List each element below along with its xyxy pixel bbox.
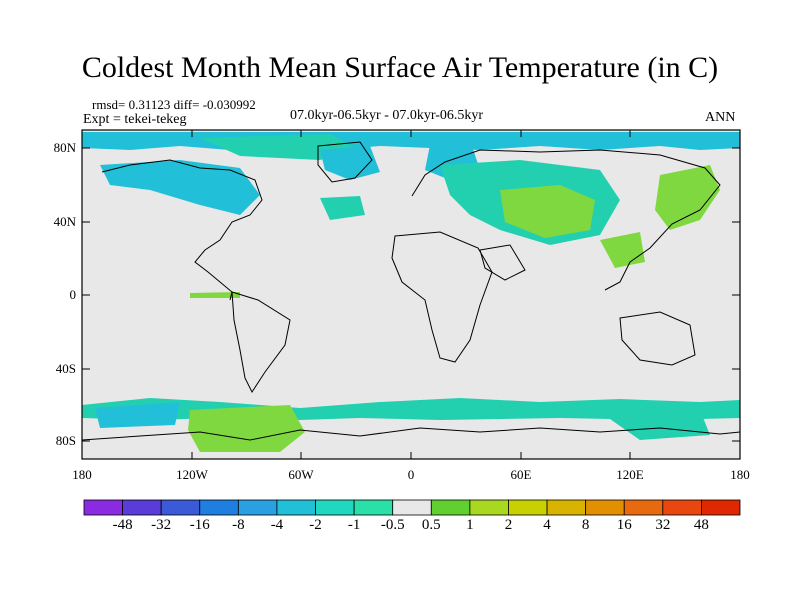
australia-coast <box>619 311 696 366</box>
lon-label-60w: 60W <box>288 467 314 482</box>
lat-tick-marks <box>82 147 740 442</box>
colorbar-label: 16 <box>616 517 632 533</box>
colorbar-swatch <box>662 499 702 516</box>
colorbar-label: 8 <box>581 517 590 533</box>
colorbar-label: 1 <box>466 517 474 533</box>
colorbar-swatch <box>83 499 123 516</box>
greenland-coast <box>317 141 373 183</box>
colorbar-swatch <box>546 499 587 516</box>
south-america-coast <box>231 291 291 394</box>
eurasia-coast <box>411 149 721 291</box>
colorbar-label: 2 <box>504 517 513 533</box>
north-america-region <box>100 160 260 215</box>
colorbar-label: -32 <box>151 517 172 533</box>
colorbar-swatch <box>623 499 664 516</box>
colorbar-swatch <box>585 499 625 516</box>
east-siberia-region <box>655 165 720 230</box>
colorbar-label: 32 <box>655 517 671 533</box>
experiment-text: Expt = tekei-tekeg <box>83 112 187 127</box>
colorbar-swatch <box>160 499 201 516</box>
anomaly-regions <box>82 132 740 452</box>
antarctic-teal-region <box>95 402 180 428</box>
arctic-teal-region <box>200 134 360 160</box>
antarctic-east-region <box>600 410 710 440</box>
colorbar-label: 4 <box>543 517 551 533</box>
africa-coast <box>391 231 493 363</box>
colorbar-label: -16 <box>189 517 210 533</box>
colorbar-label: 48 <box>693 517 709 533</box>
colorbar-swatch <box>237 499 278 516</box>
lat-label-80s: 80S <box>55 433 76 448</box>
colorbar-label: -1 <box>347 517 361 533</box>
colorbar-label: -8 <box>232 517 245 533</box>
central-asia-warm-region <box>500 185 595 238</box>
colorbar-label: -0.5 <box>380 517 405 533</box>
colorbar-swatch <box>353 499 394 516</box>
lon-label-180-right: 180 <box>730 467 750 482</box>
comparison-text: 07.0kyr-06.5kyr - 07.0kyr-06.5kyr <box>290 108 484 123</box>
antarctic-warm-region <box>188 405 305 452</box>
colorbar-swatch <box>122 499 162 516</box>
lat-label-0: 0 <box>69 287 77 302</box>
colorbar-swatch <box>508 499 548 516</box>
colorbar-swatch <box>315 499 355 516</box>
equatorial-region <box>190 292 240 298</box>
lon-label-60e: 60E <box>510 467 532 482</box>
lon-tick-marks <box>191 130 631 459</box>
colorbar-swatch <box>392 499 432 516</box>
lon-label-0: 0 <box>407 467 415 482</box>
colorbar <box>83 499 741 516</box>
colorbar-swatch <box>469 499 509 516</box>
lat-label-40n: 40N <box>53 214 76 229</box>
lon-label-180-left: 180 <box>72 467 92 482</box>
stats-text: rmsd= 0.31123 diff= -0.030992 <box>92 97 256 112</box>
colorbar-swatch <box>430 499 471 516</box>
lat-label-40s: 40S <box>55 361 76 376</box>
lat-label-80n: 80N <box>53 140 76 155</box>
colorbar-label: -4 <box>270 517 284 533</box>
lon-label-120e: 120E <box>616 467 644 482</box>
coastlines <box>81 141 741 441</box>
arabia-coast <box>479 244 526 281</box>
greenland-region <box>320 146 380 180</box>
colorbar-swatch <box>276 499 316 516</box>
colorbar-label: 0.5 <box>421 517 441 533</box>
colorbar-label: -2 <box>309 517 322 533</box>
lon-label-120w: 120W <box>176 467 208 482</box>
period-text: ANN <box>705 110 736 125</box>
north-america-coast <box>101 159 263 301</box>
chart-title: Coldest Month Mean Surface Air Temperatu… <box>81 51 719 84</box>
colorbar-label: -48 <box>112 517 133 533</box>
antarctica-coast <box>81 427 741 441</box>
atlantic-region <box>320 196 365 220</box>
colorbar-swatch <box>701 499 741 516</box>
colorbar-swatch <box>199 499 239 516</box>
